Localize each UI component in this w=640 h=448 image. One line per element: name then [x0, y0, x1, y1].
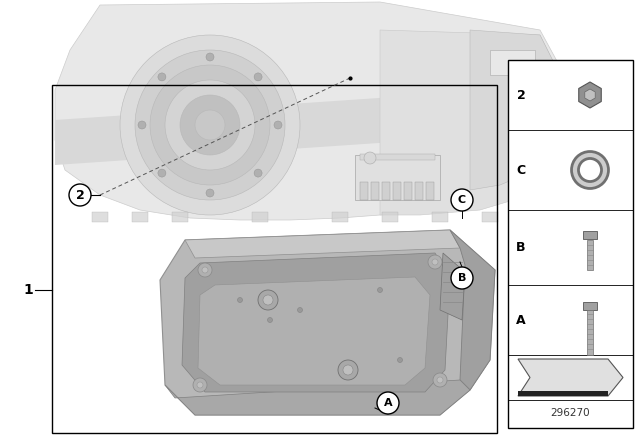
Polygon shape	[579, 82, 601, 108]
Bar	[490, 50, 535, 75]
Bar	[371, 182, 379, 200]
Circle shape	[343, 365, 353, 375]
Polygon shape	[518, 359, 623, 396]
Text: 1: 1	[23, 283, 33, 297]
Circle shape	[268, 318, 273, 323]
Circle shape	[138, 121, 146, 129]
Circle shape	[198, 263, 212, 277]
Text: C: C	[516, 164, 525, 177]
Bar	[360, 182, 368, 200]
Circle shape	[378, 288, 383, 293]
Text: A: A	[384, 398, 392, 408]
Text: B: B	[516, 241, 525, 254]
Polygon shape	[182, 253, 450, 392]
Circle shape	[254, 73, 262, 81]
Circle shape	[298, 307, 303, 313]
Circle shape	[451, 267, 473, 289]
Polygon shape	[470, 30, 565, 190]
Circle shape	[274, 121, 282, 129]
Polygon shape	[160, 230, 495, 415]
Polygon shape	[450, 230, 495, 390]
Circle shape	[254, 169, 262, 177]
Circle shape	[377, 392, 399, 414]
Bar	[92, 212, 108, 222]
Circle shape	[120, 35, 300, 215]
Circle shape	[135, 50, 285, 200]
Bar	[508, 60, 633, 428]
Bar	[426, 182, 434, 200]
Polygon shape	[165, 380, 470, 415]
Text: B: B	[458, 273, 466, 283]
Circle shape	[451, 189, 473, 211]
Bar	[382, 182, 390, 200]
Circle shape	[69, 184, 91, 206]
Circle shape	[364, 152, 376, 164]
Polygon shape	[185, 230, 460, 258]
Polygon shape	[198, 277, 430, 385]
Bar	[587, 310, 593, 355]
Circle shape	[193, 378, 207, 392]
Bar	[172, 212, 188, 222]
Circle shape	[158, 73, 166, 81]
Circle shape	[338, 360, 358, 380]
Circle shape	[202, 267, 208, 273]
Circle shape	[180, 95, 240, 155]
Bar	[432, 212, 448, 222]
Circle shape	[206, 53, 214, 61]
Circle shape	[263, 295, 273, 305]
Text: A: A	[516, 314, 526, 327]
Bar	[52, 85, 497, 433]
Bar	[360, 154, 435, 160]
Text: C: C	[458, 195, 466, 205]
Polygon shape	[380, 30, 565, 215]
Circle shape	[197, 382, 203, 388]
Circle shape	[258, 290, 278, 310]
Bar	[393, 182, 401, 200]
Circle shape	[582, 162, 598, 178]
Circle shape	[397, 358, 403, 362]
Circle shape	[432, 259, 438, 265]
Text: 296270: 296270	[550, 408, 590, 418]
Bar	[382, 212, 398, 222]
Bar	[332, 212, 348, 222]
Circle shape	[437, 377, 443, 383]
Circle shape	[195, 110, 225, 140]
Bar	[404, 182, 412, 200]
Bar	[587, 240, 593, 270]
Polygon shape	[585, 89, 595, 101]
Bar	[583, 232, 597, 240]
Bar	[415, 182, 423, 200]
Polygon shape	[518, 391, 608, 396]
Circle shape	[206, 189, 214, 197]
Circle shape	[158, 169, 166, 177]
Text: 2: 2	[76, 189, 84, 202]
Circle shape	[428, 255, 442, 269]
Bar	[252, 212, 268, 222]
Text: 2: 2	[516, 89, 525, 102]
Circle shape	[165, 80, 255, 170]
Bar	[132, 212, 148, 222]
Polygon shape	[55, 2, 570, 220]
Bar	[583, 302, 597, 310]
Bar	[355, 155, 440, 200]
Circle shape	[150, 65, 270, 185]
Polygon shape	[440, 253, 465, 320]
Bar	[482, 212, 498, 222]
Circle shape	[237, 297, 243, 302]
Polygon shape	[55, 85, 570, 165]
Circle shape	[433, 373, 447, 387]
